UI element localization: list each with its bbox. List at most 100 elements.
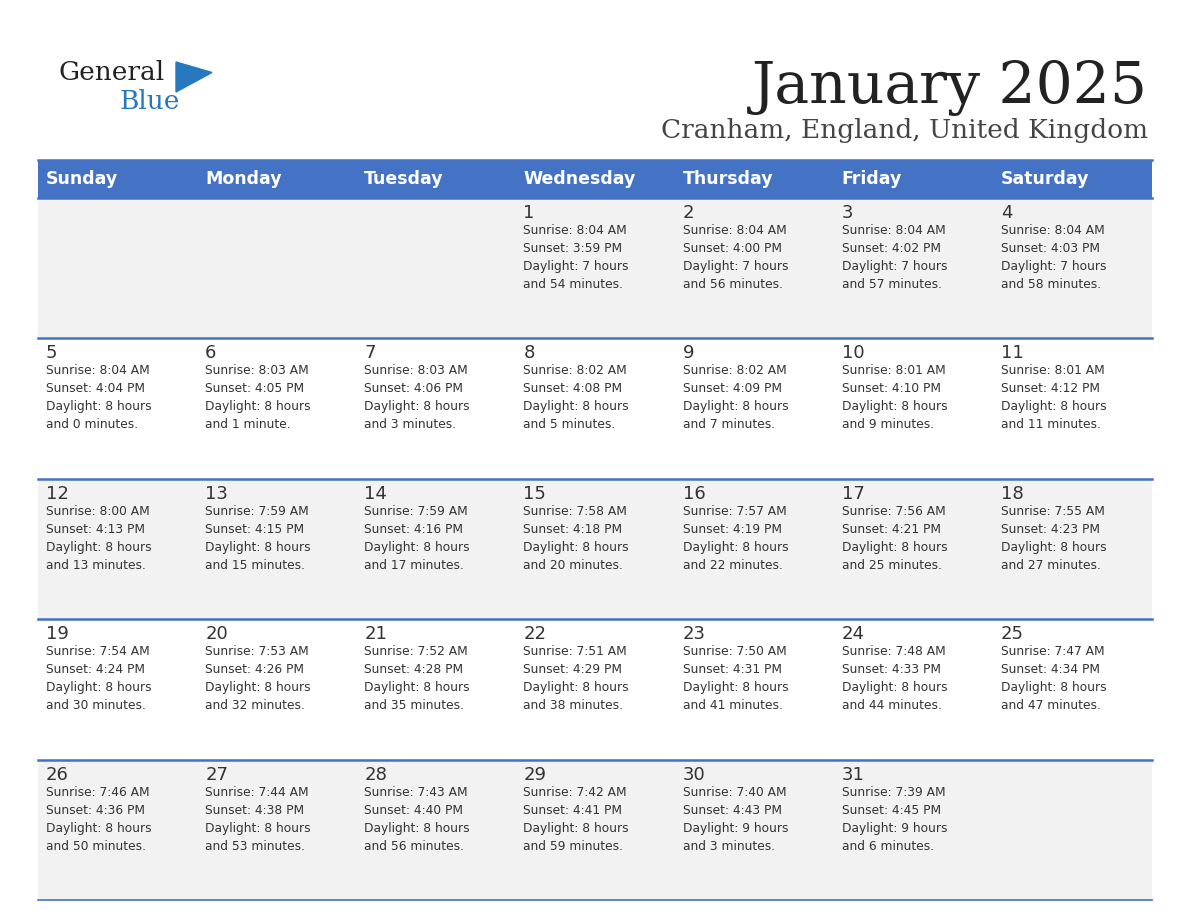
Bar [516, 339, 675, 479]
Text: Sunrise: 7:53 AM
Sunset: 4:26 PM
Daylight: 8 hours
and 32 minutes.: Sunrise: 7:53 AM Sunset: 4:26 PM Dayligh… [206, 645, 311, 712]
Text: 13: 13 [206, 485, 228, 503]
Text: Sunrise: 7:44 AM
Sunset: 4:38 PM
Daylight: 8 hours
and 53 minutes.: Sunrise: 7:44 AM Sunset: 4:38 PM Dayligh… [206, 786, 311, 853]
Text: 21: 21 [365, 625, 387, 644]
Text: 5: 5 [46, 344, 57, 363]
Text: Sunrise: 7:56 AM
Sunset: 4:21 PM
Daylight: 8 hours
and 25 minutes.: Sunrise: 7:56 AM Sunset: 4:21 PM Dayligh… [842, 505, 947, 572]
Text: 17: 17 [842, 485, 865, 503]
Text: Sunrise: 7:43 AM
Sunset: 4:40 PM
Daylight: 8 hours
and 56 minutes.: Sunrise: 7:43 AM Sunset: 4:40 PM Dayligh… [365, 786, 470, 853]
Bar [356, 339, 516, 479]
Text: 29: 29 [524, 766, 546, 784]
Text: General: General [58, 60, 164, 85]
Text: 6: 6 [206, 344, 216, 363]
Text: Sunrise: 7:51 AM
Sunset: 4:29 PM
Daylight: 8 hours
and 38 minutes.: Sunrise: 7:51 AM Sunset: 4:29 PM Dayligh… [524, 645, 630, 712]
Text: Blue: Blue [120, 89, 181, 114]
Text: Sunrise: 8:04 AM
Sunset: 4:00 PM
Daylight: 7 hours
and 56 minutes.: Sunrise: 8:04 AM Sunset: 4:00 PM Dayligh… [683, 224, 788, 291]
Bar [675, 479, 834, 620]
Text: 31: 31 [842, 766, 865, 784]
Text: Sunrise: 7:57 AM
Sunset: 4:19 PM
Daylight: 8 hours
and 22 minutes.: Sunrise: 7:57 AM Sunset: 4:19 PM Dayligh… [683, 505, 788, 572]
Text: Sunrise: 7:52 AM
Sunset: 4:28 PM
Daylight: 8 hours
and 35 minutes.: Sunrise: 7:52 AM Sunset: 4:28 PM Dayligh… [365, 645, 470, 712]
Text: 15: 15 [524, 485, 546, 503]
Text: Sunrise: 8:04 AM
Sunset: 4:02 PM
Daylight: 7 hours
and 57 minutes.: Sunrise: 8:04 AM Sunset: 4:02 PM Dayligh… [842, 224, 947, 291]
Text: 24: 24 [842, 625, 865, 644]
Bar [356, 759, 516, 900]
Bar [197, 759, 356, 900]
Bar [197, 620, 356, 759]
Polygon shape [176, 62, 211, 92]
Text: 10: 10 [842, 344, 865, 363]
Text: 1: 1 [524, 204, 535, 222]
Bar [834, 160, 993, 198]
Text: Sunrise: 7:54 AM
Sunset: 4:24 PM
Daylight: 8 hours
and 30 minutes.: Sunrise: 7:54 AM Sunset: 4:24 PM Dayligh… [46, 645, 152, 712]
Text: Sunrise: 7:58 AM
Sunset: 4:18 PM
Daylight: 8 hours
and 20 minutes.: Sunrise: 7:58 AM Sunset: 4:18 PM Dayligh… [524, 505, 630, 572]
Bar [197, 160, 356, 198]
Text: Monday: Monday [206, 170, 282, 188]
Bar [516, 198, 675, 339]
Text: 19: 19 [46, 625, 69, 644]
Text: Saturday: Saturday [1000, 170, 1089, 188]
Bar [38, 479, 197, 620]
Text: Sunrise: 7:47 AM
Sunset: 4:34 PM
Daylight: 8 hours
and 47 minutes.: Sunrise: 7:47 AM Sunset: 4:34 PM Dayligh… [1000, 645, 1106, 712]
Bar [993, 198, 1152, 339]
Text: Wednesday: Wednesday [524, 170, 636, 188]
Text: Cranham, England, United Kingdom: Cranham, England, United Kingdom [661, 118, 1148, 143]
Text: Sunrise: 8:02 AM
Sunset: 4:08 PM
Daylight: 8 hours
and 5 minutes.: Sunrise: 8:02 AM Sunset: 4:08 PM Dayligh… [524, 364, 630, 431]
Bar [834, 479, 993, 620]
Bar [197, 339, 356, 479]
Text: Sunrise: 7:55 AM
Sunset: 4:23 PM
Daylight: 8 hours
and 27 minutes.: Sunrise: 7:55 AM Sunset: 4:23 PM Dayligh… [1000, 505, 1106, 572]
Bar [38, 160, 197, 198]
Bar [834, 339, 993, 479]
Text: 27: 27 [206, 766, 228, 784]
Text: Sunrise: 8:04 AM
Sunset: 3:59 PM
Daylight: 7 hours
and 54 minutes.: Sunrise: 8:04 AM Sunset: 3:59 PM Dayligh… [524, 224, 628, 291]
Text: 14: 14 [365, 485, 387, 503]
Bar [356, 160, 516, 198]
Text: 26: 26 [46, 766, 69, 784]
Text: Friday: Friday [842, 170, 902, 188]
Text: Sunrise: 7:59 AM
Sunset: 4:16 PM
Daylight: 8 hours
and 17 minutes.: Sunrise: 7:59 AM Sunset: 4:16 PM Dayligh… [365, 505, 470, 572]
Bar [675, 198, 834, 339]
Text: Sunrise: 7:40 AM
Sunset: 4:43 PM
Daylight: 9 hours
and 3 minutes.: Sunrise: 7:40 AM Sunset: 4:43 PM Dayligh… [683, 786, 788, 853]
Text: 4: 4 [1000, 204, 1012, 222]
Text: Sunday: Sunday [46, 170, 119, 188]
Bar [993, 479, 1152, 620]
Text: 25: 25 [1000, 625, 1024, 644]
Bar [516, 479, 675, 620]
Bar [356, 479, 516, 620]
Bar [38, 759, 197, 900]
Text: 20: 20 [206, 625, 228, 644]
Bar [834, 198, 993, 339]
Text: Sunrise: 8:00 AM
Sunset: 4:13 PM
Daylight: 8 hours
and 13 minutes.: Sunrise: 8:00 AM Sunset: 4:13 PM Dayligh… [46, 505, 152, 572]
Bar [516, 759, 675, 900]
Text: Sunrise: 8:04 AM
Sunset: 4:03 PM
Daylight: 7 hours
and 58 minutes.: Sunrise: 8:04 AM Sunset: 4:03 PM Dayligh… [1000, 224, 1106, 291]
Bar [675, 160, 834, 198]
Text: 22: 22 [524, 625, 546, 644]
Text: 7: 7 [365, 344, 375, 363]
Bar [675, 339, 834, 479]
Text: Sunrise: 7:39 AM
Sunset: 4:45 PM
Daylight: 9 hours
and 6 minutes.: Sunrise: 7:39 AM Sunset: 4:45 PM Dayligh… [842, 786, 947, 853]
Bar [675, 759, 834, 900]
Bar [197, 198, 356, 339]
Text: 30: 30 [683, 766, 706, 784]
Text: Sunrise: 8:02 AM
Sunset: 4:09 PM
Daylight: 8 hours
and 7 minutes.: Sunrise: 8:02 AM Sunset: 4:09 PM Dayligh… [683, 364, 788, 431]
Bar [834, 620, 993, 759]
Bar [197, 479, 356, 620]
Bar [516, 620, 675, 759]
Bar [38, 339, 197, 479]
Text: Sunrise: 7:46 AM
Sunset: 4:36 PM
Daylight: 8 hours
and 50 minutes.: Sunrise: 7:46 AM Sunset: 4:36 PM Dayligh… [46, 786, 152, 853]
Text: Sunrise: 7:48 AM
Sunset: 4:33 PM
Daylight: 8 hours
and 44 minutes.: Sunrise: 7:48 AM Sunset: 4:33 PM Dayligh… [842, 645, 947, 712]
Text: Sunrise: 8:03 AM
Sunset: 4:06 PM
Daylight: 8 hours
and 3 minutes.: Sunrise: 8:03 AM Sunset: 4:06 PM Dayligh… [365, 364, 470, 431]
Text: Sunrise: 7:42 AM
Sunset: 4:41 PM
Daylight: 8 hours
and 59 minutes.: Sunrise: 7:42 AM Sunset: 4:41 PM Dayligh… [524, 786, 630, 853]
Bar [356, 620, 516, 759]
Bar [993, 160, 1152, 198]
Bar [38, 620, 197, 759]
Text: 18: 18 [1000, 485, 1024, 503]
Text: 3: 3 [842, 204, 853, 222]
Text: Thursday: Thursday [683, 170, 773, 188]
Bar [993, 620, 1152, 759]
Text: Sunrise: 8:03 AM
Sunset: 4:05 PM
Daylight: 8 hours
and 1 minute.: Sunrise: 8:03 AM Sunset: 4:05 PM Dayligh… [206, 364, 311, 431]
Text: 12: 12 [46, 485, 69, 503]
Text: Sunrise: 8:01 AM
Sunset: 4:12 PM
Daylight: 8 hours
and 11 minutes.: Sunrise: 8:01 AM Sunset: 4:12 PM Dayligh… [1000, 364, 1106, 431]
Bar [993, 759, 1152, 900]
Bar [675, 620, 834, 759]
Bar [38, 198, 197, 339]
Bar [356, 198, 516, 339]
